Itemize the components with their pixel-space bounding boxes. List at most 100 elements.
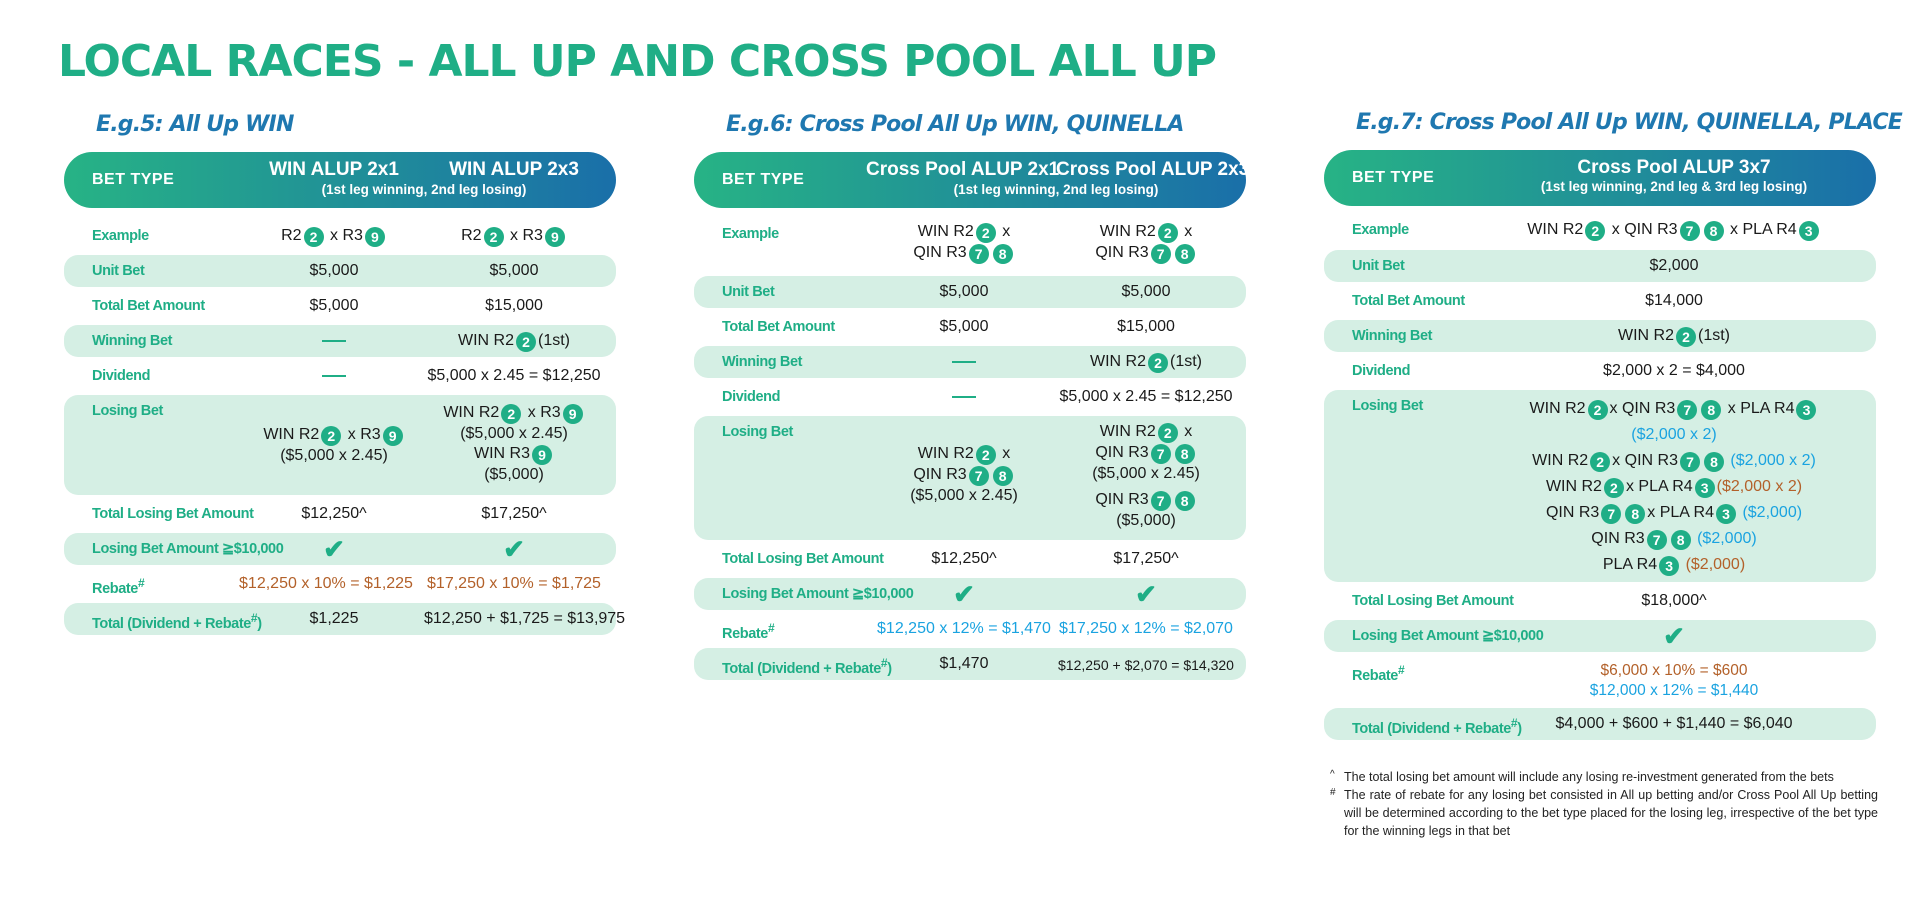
dividend-value <box>874 387 1054 407</box>
number-badge: 8 <box>1670 530 1691 550</box>
bet-type-header: BET TYPE <box>722 171 805 188</box>
example-value: R2 2 x R3 9 <box>244 226 424 247</box>
table-row: Unit Bet $2,000 <box>1324 250 1876 282</box>
total-value: $1,225 <box>309 610 359 627</box>
dash-icon <box>952 360 976 363</box>
number-badge: 2 <box>975 445 996 465</box>
table-row: Example R2 2 x R3 9 R2 2 x R3 9 <box>64 220 616 252</box>
table-row: Rebate# $12,250 x 10% = $1,225 $17,250 x… <box>64 568 616 600</box>
total-value: $4,000 + $600 + $1,440 = $6,040 <box>1555 715 1793 732</box>
table-row: Total (Dividend + Rebate#) $4,000 + $600… <box>1324 708 1876 740</box>
total-value: $12,250 + $1,725 = $13,975 <box>424 610 626 627</box>
number-badge: 2 <box>1157 423 1178 443</box>
table-row: Losing Bet WIN R2 2 x QIN R3 7 8 ($5,000 x … <box>694 416 1246 540</box>
number-badge: 9 <box>562 404 583 424</box>
checkmark-icon: ✔ <box>503 534 525 564</box>
table-row: Total Bet Amount $5,000 $15,000 <box>694 311 1246 343</box>
checkmark-icon: ✔ <box>1663 621 1685 651</box>
row-label: Rebate# <box>1352 663 1405 684</box>
row-label: Total Bet Amount <box>92 298 205 314</box>
row-label: Winning Bet <box>1352 328 1433 344</box>
row-label: Dividend <box>722 389 781 405</box>
bet-type-header: BET TYPE <box>92 171 175 188</box>
number-badge: 8 <box>1703 452 1724 472</box>
column-header-cross-pool-alup-3x7: Cross Pool ALUP 3x7 (1st leg winning, 2n… <box>1540 157 1808 194</box>
table-row: Example WIN R2 2 x QIN R3 7 8 WIN R2 2 x QIN… <box>694 218 1246 274</box>
dash-icon <box>322 374 346 377</box>
row-label: Losing Bet Amount ≧$10,000 <box>1352 628 1544 644</box>
unit-bet-value: $5,000 <box>1121 283 1171 300</box>
unit-bet-value: $5,000 <box>309 262 359 279</box>
table-row: Rebate# $6,000 x 10% = $600 $12,000 x 12… <box>1324 655 1876 705</box>
number-badge: 2 <box>501 404 522 424</box>
row-label: Losing Bet Amount ≧$10,000 <box>92 541 284 557</box>
winning-bet-value: WIN R2 2 (1st) <box>1618 327 1730 347</box>
losing-bet-value: WIN R2 2 x R3 9 ($5,000 x 2.45) <box>244 425 424 466</box>
row-label: Unit Bet <box>722 284 775 300</box>
number-badge: 2 <box>1148 353 1168 373</box>
number-badge: 9 <box>532 445 552 465</box>
row-label: Winning Bet <box>92 333 173 349</box>
number-badge: 3 <box>1694 478 1715 498</box>
example-6-heading: E.g.6: Cross Pool All Up WIN, QUINELLA <box>726 112 1184 137</box>
row-label: Losing Bet <box>92 403 163 419</box>
dividend-value: $5,000 x 2.45 = $12,250 <box>1059 388 1233 405</box>
number-badge: 2 <box>483 227 504 247</box>
total-value: $1,470 <box>939 655 989 672</box>
number-badge: 7 <box>1679 221 1700 241</box>
row-label: Winning Bet <box>722 354 803 370</box>
table-row: Total Losing Bet Amount $12,250^ $17,250… <box>694 543 1246 575</box>
column-header-win-alup-2x1: WIN ALUP 2x1 <box>269 159 399 180</box>
column-header-win-alup-2x3: WIN ALUP 2x3 <box>449 159 579 180</box>
example-7-heading: E.g.7: Cross Pool All Up WIN, QUINELLA, … <box>1356 110 1903 135</box>
total-losing-value: $18,000^ <box>1641 592 1707 609</box>
example-value: WIN R2 2 x QIN R3 7 8 <box>1056 222 1236 264</box>
unit-bet-value: $2,000 <box>1649 257 1699 274</box>
row-label: Losing Bet <box>722 424 793 440</box>
dividend-value <box>244 366 424 386</box>
total-losing-value: $17,250^ <box>481 505 547 522</box>
footnote-rebate-rate: # The rate of rebate for any losing bet c… <box>1330 787 1878 838</box>
number-badge: 8 <box>1701 400 1722 420</box>
table-row: Total Losing Bet Amount $18,000^ <box>1324 585 1876 617</box>
number-badge: 7 <box>1150 444 1171 464</box>
total-losing-value: $12,250^ <box>301 505 367 522</box>
number-badge: 8 <box>1703 221 1724 241</box>
losing-bet-value: WIN R2 2 x R3 9 ($5,000 x 2.45) WIN R3 9 ($… <box>424 403 604 485</box>
number-badge: 9 <box>364 227 385 247</box>
losing-bet-value: WIN R2 2 x QIN R3 7 8 ($5,000 x 2.45) <box>910 445 1018 504</box>
checkmark-icon: ✔ <box>1135 579 1157 609</box>
number-badge: 8 <box>992 244 1013 264</box>
example-value: R2 2 x R3 9 <box>424 226 604 247</box>
table-header: BET TYPE WIN ALUP 2x1 WIN ALUP 2x3 (1st … <box>64 152 616 208</box>
example-7-panel: E.g.7: Cross Pool All Up WIN, QUINELLA, … <box>1324 110 1903 750</box>
losing-bet-value: WIN R2 2 x QIN R3 7 8 ($5,000 x 2.45) QIN R… <box>1092 423 1200 529</box>
number-badge: 7 <box>1646 530 1667 550</box>
number-badge: 9 <box>544 227 565 247</box>
row-label: Total Losing Bet Amount <box>1352 593 1514 609</box>
table-row: Rebate# $12,250 x 12% = $1,470 $17,250 x… <box>694 613 1246 645</box>
row-label: Rebate# <box>92 576 145 597</box>
table-header: BET TYPE Cross Pool ALUP 2x1 Cross Pool … <box>694 152 1249 208</box>
bet-type-header: BET TYPE <box>1352 169 1435 186</box>
number-badge: 3 <box>1659 556 1680 576</box>
rebate-value: $12,250 x 12% = $1,470 <box>877 620 1051 637</box>
number-badge: 2 <box>1587 400 1608 420</box>
dash-icon <box>322 339 346 342</box>
checkmark-icon: ✔ <box>323 534 345 564</box>
number-badge: 7 <box>1601 504 1622 524</box>
number-badge: 7 <box>1679 452 1700 472</box>
footnote-total-losing: ^ The total losing bet amount will includ… <box>1330 769 1834 784</box>
rebate-value: $17,250 x 10% = $1,725 <box>427 575 601 592</box>
example-5-heading: E.g.5: All Up WIN <box>96 112 294 137</box>
table-row: Winning Bet WIN R2 2 (1st) <box>64 325 616 357</box>
total-bet-value: $5,000 <box>939 318 989 335</box>
number-badge: 7 <box>1150 244 1171 264</box>
number-badge: 2 <box>516 332 536 352</box>
row-label: Total (Dividend + Rebate#) <box>722 656 892 677</box>
table-row: Dividend $5,000 x 2.45 = $12,250 <box>64 360 616 392</box>
number-badge: 7 <box>968 466 989 486</box>
table-row: Losing Bet WIN R2 2 x R3 9 ($5,000 x 2.45)… <box>64 395 616 495</box>
rebate-value: $6,000 x 10% = $600 $12,000 x 12% = $1,4… <box>1589 662 1759 699</box>
table-row: Dividend $5,000 x 2.45 = $12,250 <box>694 381 1246 413</box>
